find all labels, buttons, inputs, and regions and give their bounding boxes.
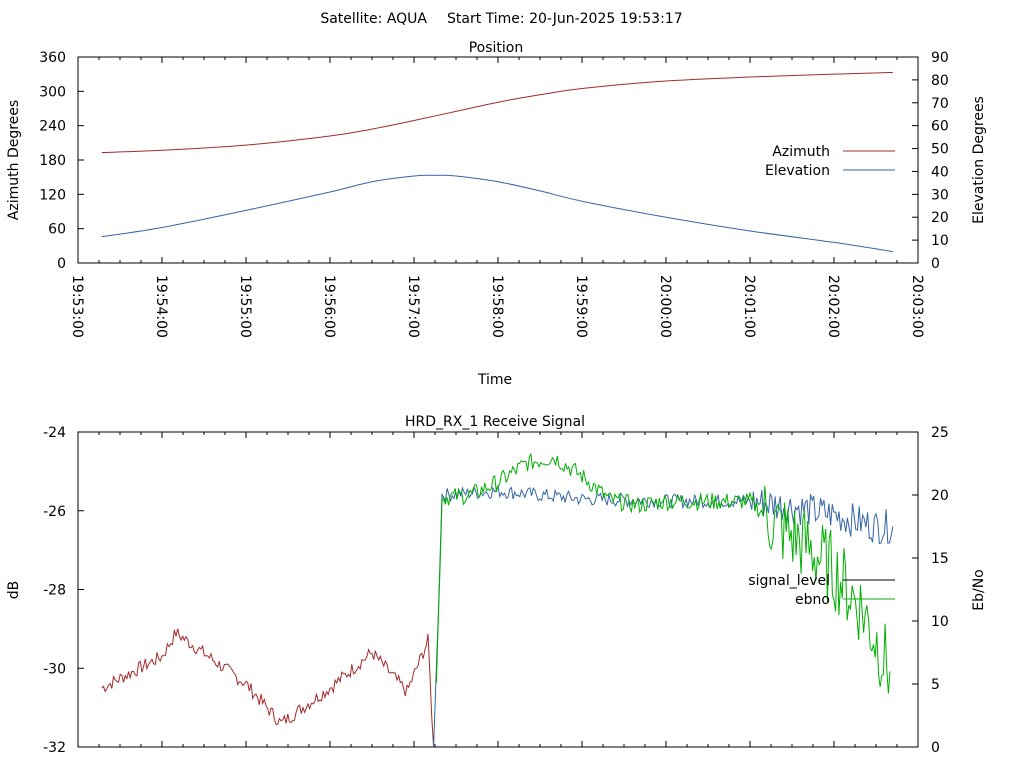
elevation-tick-label: 40	[931, 164, 949, 180]
position-series	[101, 71, 893, 253]
time-tick-label: 19:57:00	[405, 275, 421, 338]
time-tick-label: 20:01:00	[741, 275, 757, 338]
elevation-tick-label: 90	[931, 50, 949, 66]
start-time-title: Start Time: 20-Jun-2025 19:53:17	[447, 11, 683, 27]
azimuth-axis-label: Azimuth Degrees	[6, 100, 22, 220]
ebno-tick-label: 20	[931, 488, 949, 504]
receive-signal-chart: HRD_RX_1 Receive Signal -24-26-28-30-32 …	[6, 414, 987, 756]
db-tick-label: -32	[43, 740, 66, 756]
time-tick-label: 19:53:00	[69, 275, 85, 338]
ebno-tick-label: 10	[931, 614, 949, 630]
azimuth-tick-label: 180	[39, 153, 66, 169]
db-tick-label: -26	[43, 504, 66, 520]
elevation-axis-label: Elevation Degrees	[971, 96, 987, 224]
legend-elevation-label: Elevation	[765, 163, 830, 179]
azimuth-tick-label: 360	[39, 50, 66, 66]
receive-signal-title: HRD_RX_1 Receive Signal	[405, 414, 585, 430]
elevation-axis: 0 10 20 30 40 50 60 70 80 90	[912, 50, 949, 272]
azimuth-tick-label: 0	[57, 256, 66, 272]
time-tick-label: 20:03:00	[909, 275, 925, 338]
signal-x-axis	[77, 432, 919, 747]
azimuth-tick-label: 240	[39, 119, 66, 135]
time-tick-label: 19:59:00	[573, 275, 589, 338]
ebno-tick-label: 5	[931, 677, 940, 693]
elevation-tick-label: 70	[931, 96, 949, 112]
signal-legend: signal_level ebno	[748, 573, 895, 608]
position-legend: Azimuth Elevation	[765, 144, 895, 179]
time-tick-label: 19:54:00	[153, 275, 169, 338]
elevation-tick-label: 20	[931, 210, 949, 226]
ebno-tick-label: 15	[931, 551, 949, 567]
ebno-axis-label: Eb/No	[971, 569, 987, 611]
elevation-tick-label: 80	[931, 73, 949, 89]
db-tick-label: -24	[43, 425, 66, 441]
time-tick-label: 20:00:00	[657, 275, 673, 338]
elevation-tick-label: 10	[931, 233, 949, 249]
position-x-axis: 19:53:00 19:54:00 19:55:00 19:56:00 19:57:00…	[69, 57, 925, 338]
ebno-tick-label: 25	[931, 425, 949, 441]
time-axis-label: Time	[477, 372, 512, 388]
azimuth-tick-label: 60	[48, 222, 66, 238]
legend-ebno-label: ebno	[795, 592, 830, 608]
legend-azimuth-label: Azimuth	[772, 144, 830, 160]
elevation-tick-label: 0	[931, 256, 940, 272]
position-chart: Position 19:53:00 19:54:00 19:55:00 19:56:0…	[6, 40, 987, 388]
elevation-tick-label: 30	[931, 187, 949, 203]
ebno-tick-label: 0	[931, 740, 940, 756]
time-tick-label: 19:58:00	[489, 275, 505, 338]
db-tick-label: -30	[43, 661, 66, 677]
db-axis-label: dB	[6, 581, 22, 600]
time-tick-label: 19:55:00	[237, 275, 253, 338]
azimuth-axis: 0 60 120 180 240 300 360	[39, 50, 84, 272]
azimuth-tick-label: 300	[39, 84, 66, 100]
position-plot-frame	[77, 56, 919, 264]
signal-level-line	[433, 485, 894, 748]
db-tick-label: -28	[43, 583, 66, 599]
signal-level-line-pre-lock	[101, 628, 435, 748]
azimuth-tick-label: 120	[39, 187, 66, 203]
signal-series	[101, 453, 894, 748]
time-tick-label: 20:02:00	[825, 275, 841, 338]
satellite-title: Satellite: AQUA	[320, 11, 427, 27]
position-chart-title: Position	[469, 40, 524, 56]
ebno-line	[435, 453, 891, 694]
elevation-line	[101, 174, 893, 253]
db-axis: -24 -26 -28 -30 -32	[43, 425, 84, 756]
ebno-axis: 0 5 10 15 20 25	[912, 425, 949, 756]
azimuth-line	[101, 71, 893, 154]
legend-signal-level-label: signal_level	[748, 573, 830, 589]
elevation-tick-label: 60	[931, 119, 949, 135]
elevation-tick-label: 50	[931, 142, 949, 158]
time-tick-label: 19:56:00	[321, 275, 337, 338]
